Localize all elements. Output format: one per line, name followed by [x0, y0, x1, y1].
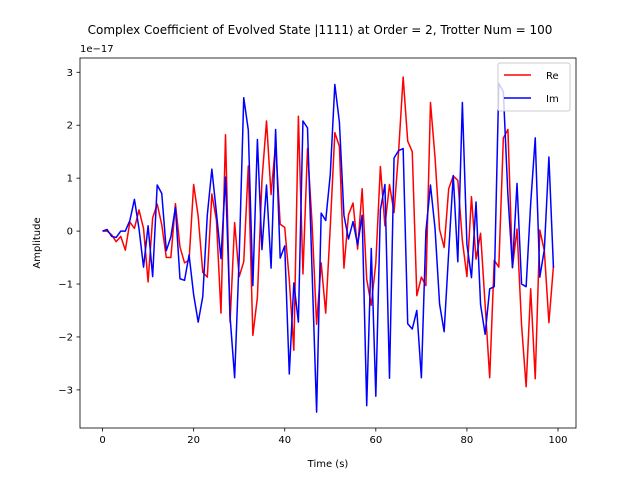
x-tick-label: 40 [278, 435, 291, 446]
legend-label-re: Re [546, 71, 559, 82]
y-axis-label: Amplitude [32, 217, 43, 268]
x-axis-label: Time (s) [307, 459, 349, 470]
plot-area [80, 58, 576, 428]
y-scale-offset-label: 1e−17 [80, 44, 114, 55]
y-tick-label: −1 [58, 280, 73, 291]
y-tick-label: −2 [58, 332, 73, 343]
chart-title: Complex Coefficient of Evolved State |11… [88, 23, 553, 37]
legend: Re Im [497, 62, 571, 112]
y-tick-label: −3 [58, 385, 73, 396]
x-tick-label: 0 [99, 435, 105, 446]
x-tick-label: 20 [187, 435, 200, 446]
x-tick-label: 80 [461, 435, 474, 446]
x-axis-ticks: 0 20 40 60 80 100 [99, 428, 568, 446]
y-tick-label: 2 [67, 121, 73, 132]
x-tick-label: 60 [369, 435, 382, 446]
x-tick-label: 100 [548, 435, 567, 446]
series-line-im [102, 82, 555, 413]
y-tick-label: 0 [67, 227, 73, 238]
y-axis-ticks: −3 −2 −1 0 1 2 3 [58, 68, 80, 396]
series-lines [102, 76, 555, 413]
y-tick-label: 1 [67, 174, 73, 185]
legend-label-im: Im [546, 94, 559, 105]
plot-frame [79, 57, 577, 429]
y-tick-label: 3 [67, 68, 73, 79]
legend-box [497, 62, 571, 112]
